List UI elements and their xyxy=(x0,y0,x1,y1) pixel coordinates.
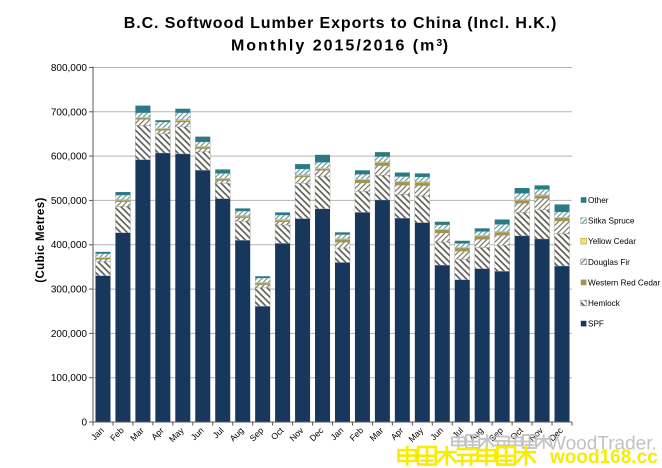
svg-text:WoodTrader.: WoodTrader. xyxy=(548,434,657,455)
svg-text:SPF: SPF xyxy=(588,320,604,329)
svg-text:500,000: 500,000 xyxy=(51,196,88,207)
svg-text:Hemlock: Hemlock xyxy=(588,299,621,308)
svg-text:400,000: 400,000 xyxy=(51,240,88,251)
svg-text:Douglas Fir: Douglas Fir xyxy=(588,258,630,267)
svg-text:Western Red Cedar: Western Red Cedar xyxy=(588,278,660,287)
svg-text:wood168.cc: wood168.cc xyxy=(549,447,658,468)
svg-text:0: 0 xyxy=(81,418,87,429)
svg-text:Sitka Spruce: Sitka Spruce xyxy=(588,217,635,226)
svg-text:Other: Other xyxy=(588,196,609,205)
svg-text:800,000: 800,000 xyxy=(51,63,88,74)
svg-text:600,000: 600,000 xyxy=(51,152,88,163)
svg-text:Yellow Cedar: Yellow Cedar xyxy=(588,237,636,246)
svg-text:(Cubic Metres): (Cubic Metres) xyxy=(35,197,47,282)
svg-text:200,000: 200,000 xyxy=(51,329,88,340)
svg-text:700,000: 700,000 xyxy=(51,107,88,118)
svg-text:100,000: 100,000 xyxy=(51,373,88,384)
svg-text:300,000: 300,000 xyxy=(51,285,88,296)
